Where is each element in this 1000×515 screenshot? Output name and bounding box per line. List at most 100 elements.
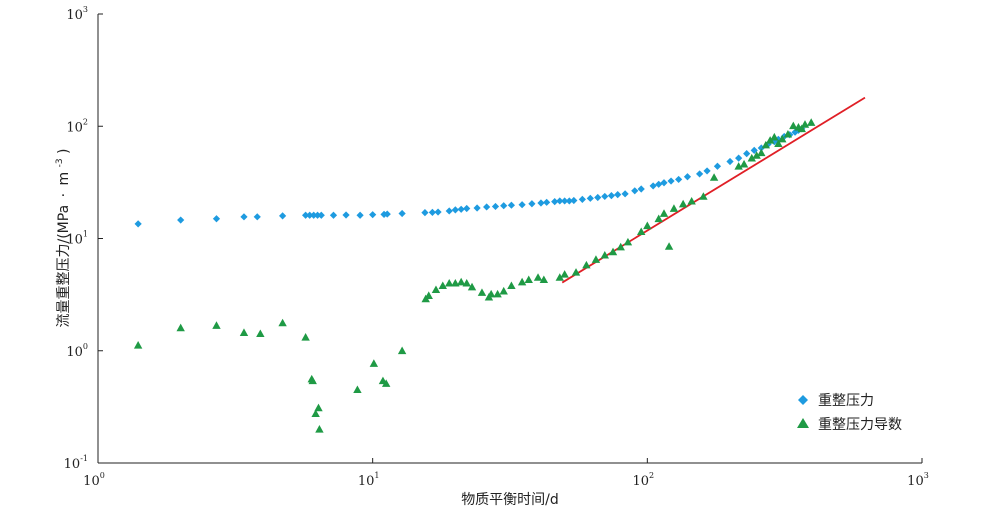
- triangle-point: [778, 134, 787, 143]
- diamond-point: [726, 157, 734, 166]
- triangle-point: [761, 140, 771, 149]
- triangle-point: [315, 425, 324, 433]
- triangle-point: [757, 148, 766, 157]
- triangle-point: [424, 291, 433, 299]
- diamond-point: [421, 209, 429, 217]
- diamond-point: [253, 213, 261, 221]
- data-marks: [133, 96, 866, 433]
- triangle-point: [256, 329, 265, 338]
- diamond-point: [556, 197, 564, 205]
- triangle-point: [517, 277, 527, 286]
- triangle-point: [734, 162, 743, 170]
- diamond-point: [457, 205, 465, 213]
- diamond-point: [434, 208, 442, 216]
- triangle-point: [445, 278, 454, 287]
- diamond-point: [317, 211, 325, 219]
- diamond-point: [570, 196, 578, 205]
- triangle-point: [774, 139, 783, 147]
- diamond-point: [473, 204, 481, 212]
- diamond-point: [594, 193, 602, 202]
- diamond-point: [500, 202, 508, 210]
- diamond-point: [621, 190, 629, 198]
- diamond-point: [342, 211, 350, 219]
- axes: [97, 14, 922, 464]
- diamond-point: [491, 202, 500, 211]
- triangle-point: [369, 359, 379, 367]
- legend-marker-triangle: [797, 418, 809, 428]
- diamond-point: [451, 206, 459, 214]
- y-axis-title-dot: ·: [56, 193, 72, 197]
- triangle-point: [278, 318, 287, 327]
- diamond-point: [212, 215, 221, 223]
- diamond-point: [177, 216, 185, 224]
- triangle-point: [431, 285, 441, 294]
- diamond-point: [750, 146, 758, 154]
- diamond-point: [507, 201, 516, 209]
- triangle-point: [555, 273, 564, 281]
- diamond-point: [483, 203, 491, 211]
- triangle-point: [311, 409, 320, 418]
- diamond-point: [637, 185, 645, 193]
- y-axis-title-close: ): [56, 148, 72, 153]
- series-2: [133, 118, 816, 433]
- diamond-point: [586, 194, 594, 202]
- triangle-point: [353, 385, 362, 394]
- triangle-point: [467, 282, 477, 291]
- diamond-point: [696, 170, 704, 178]
- triangle-point: [462, 278, 471, 287]
- triangle-point: [176, 323, 185, 332]
- y-tick-label: 102: [66, 117, 88, 135]
- triangle-point: [451, 278, 460, 287]
- series-1: [134, 125, 806, 228]
- legend-label-series-2: 重整压力导数: [818, 417, 902, 433]
- diamond-point: [649, 182, 657, 190]
- diamond-point: [528, 200, 536, 208]
- y-tick-label: 101: [66, 230, 88, 248]
- diamond-point: [518, 201, 526, 209]
- diamond-point: [398, 209, 406, 218]
- triangle-point: [308, 376, 317, 385]
- triangle-point: [654, 214, 663, 223]
- triangle-point: [800, 120, 810, 128]
- diamond-point: [743, 150, 751, 158]
- diamond-point: [134, 220, 142, 228]
- diamond-point: [356, 211, 364, 219]
- fit-line: [561, 96, 866, 284]
- triangle-point: [783, 129, 793, 138]
- y-axis-title-exp: -3: [55, 158, 65, 167]
- y-tick-label: 100: [66, 342, 88, 360]
- triangle-point: [582, 260, 591, 269]
- triangle-point: [789, 121, 798, 130]
- triangle-point: [524, 275, 533, 284]
- diamond-point: [313, 211, 322, 219]
- diamond-point: [735, 154, 743, 162]
- triangle-point: [709, 173, 719, 181]
- diamond-point: [428, 208, 437, 216]
- diamond-point: [306, 211, 314, 219]
- triangle-point: [397, 346, 407, 355]
- y-axis-title: 流量重整压力/(MPa · m -3 ): [50, 148, 72, 327]
- triangle-point: [438, 281, 447, 290]
- triangle-point: [499, 286, 508, 295]
- diamond-point: [655, 180, 663, 188]
- diamond-point: [601, 192, 609, 201]
- triangle-point: [687, 196, 696, 205]
- diamond-point: [551, 198, 559, 206]
- diamond-point: [445, 207, 453, 215]
- triangle-point: [765, 136, 775, 144]
- legend: 重整压力 重整压力导数: [797, 393, 902, 433]
- diamond-point: [713, 162, 722, 170]
- triangle-point: [239, 328, 249, 336]
- diamond-point: [703, 167, 711, 175]
- triangle-point: [747, 153, 756, 162]
- triangle-point: [739, 159, 749, 168]
- triangle-point: [797, 124, 806, 133]
- diamond-point: [565, 197, 573, 205]
- y-tick-label: 10-1: [64, 454, 88, 472]
- diamond-point: [240, 213, 248, 221]
- diamond-point: [675, 175, 683, 184]
- diamond-point: [369, 211, 377, 219]
- triangle-point: [616, 242, 625, 251]
- x-axis-title: 物质平衡时间/d: [461, 492, 559, 508]
